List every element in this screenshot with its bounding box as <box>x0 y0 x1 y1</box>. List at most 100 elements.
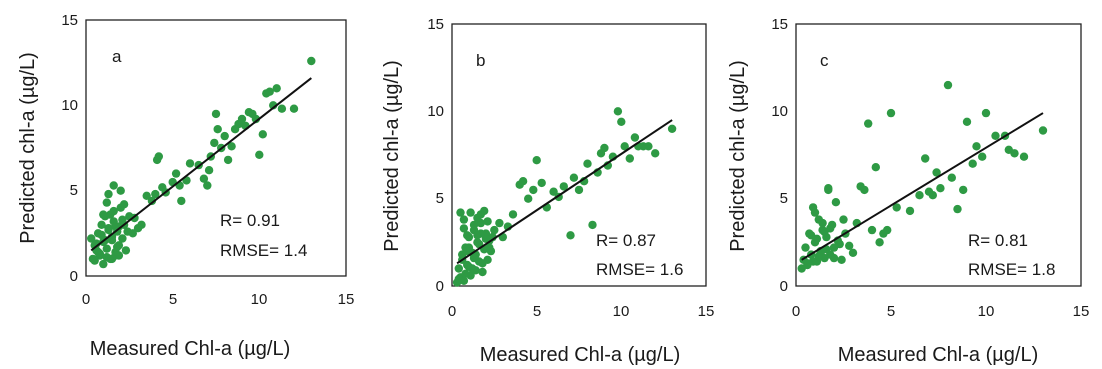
data-point <box>463 231 472 240</box>
data-point <box>137 220 146 229</box>
data-point <box>972 142 981 151</box>
rmse-value: RMSE= 1.6 <box>596 260 683 279</box>
data-point <box>480 206 489 216</box>
data-point <box>102 244 112 253</box>
data-point <box>171 169 181 178</box>
data-point <box>644 142 653 151</box>
data-point <box>574 185 584 195</box>
data-point <box>932 168 941 177</box>
data-point <box>978 152 987 161</box>
plot-area-frame <box>795 23 1082 287</box>
x-tick-label: 5 <box>887 303 895 320</box>
data-point <box>864 119 873 128</box>
x-tick-label: 15 <box>338 291 355 308</box>
x-tick-label: 0 <box>82 291 90 308</box>
y-tick-label: 10 <box>427 103 444 120</box>
data-point <box>490 225 499 235</box>
y-tick-label: 15 <box>61 12 78 29</box>
data-point <box>867 225 877 235</box>
data-point <box>508 210 518 219</box>
data-point <box>113 242 122 252</box>
data-point <box>227 142 236 151</box>
x-tick-label: 15 <box>698 303 715 320</box>
data-point <box>454 274 463 284</box>
y-axis-title: Predicted chl-a (µg/L) <box>17 52 39 244</box>
r-value: R= 0.87 <box>596 231 656 250</box>
data-point <box>199 174 209 183</box>
data-point <box>272 84 281 93</box>
data-point <box>968 159 977 168</box>
y-tick-label: 5 <box>436 190 444 207</box>
data-point <box>185 159 195 168</box>
data-point <box>569 173 579 182</box>
data-point <box>109 181 118 190</box>
y-tick-label: 15 <box>771 16 788 33</box>
data-point <box>816 248 825 257</box>
data-point <box>886 108 896 118</box>
data-point <box>928 191 937 200</box>
data-point <box>532 156 541 165</box>
data-point <box>875 238 884 247</box>
data-point <box>485 243 494 252</box>
data-point <box>959 185 968 195</box>
regression-line <box>801 112 1044 261</box>
data-point <box>495 218 504 228</box>
data-point <box>883 225 892 235</box>
data-point <box>824 184 833 193</box>
data-point <box>820 227 829 237</box>
data-point <box>667 124 677 133</box>
data-point <box>151 189 160 199</box>
x-tick-label: 10 <box>251 291 268 308</box>
panel-a: 15 10 5 0 0 5 10 15 a R= 0.91 RMSE= 1.4 … <box>17 12 354 360</box>
data-point <box>801 243 810 252</box>
data-point <box>454 264 463 273</box>
data-point <box>177 196 186 206</box>
data-point <box>456 208 465 217</box>
panel-letter: c <box>820 51 829 70</box>
y-axis-title: Predicted chl-a (µg/L) <box>727 60 749 252</box>
panel-letter: b <box>476 51 485 70</box>
r-value: R= 0.91 <box>220 211 280 230</box>
points-group <box>797 80 1048 273</box>
data-point <box>829 253 839 263</box>
data-point <box>549 187 558 196</box>
data-point <box>265 87 274 96</box>
data-point <box>921 154 930 163</box>
data-point <box>469 220 479 230</box>
regression-line <box>456 119 673 265</box>
data-point <box>223 155 233 165</box>
x-tick-label: 15 <box>1073 303 1090 320</box>
data-point <box>651 149 660 158</box>
r-value: R= 0.81 <box>968 231 1028 250</box>
data-point <box>617 117 626 127</box>
data-point <box>981 108 991 118</box>
data-point <box>119 200 129 209</box>
panel-c: 15 10 5 0 0 5 10 15 c R= 0.81 RMSE= 1.8 … <box>727 16 1089 366</box>
data-point <box>947 173 956 182</box>
x-tick-label: 0 <box>792 303 800 320</box>
data-point <box>566 231 575 240</box>
data-point <box>483 217 492 226</box>
data-point <box>466 208 475 217</box>
data-point <box>142 191 151 200</box>
y-axis-title: Predicted chl-a (µg/L) <box>381 60 403 252</box>
data-point <box>255 150 264 159</box>
data-point <box>210 138 219 148</box>
data-point <box>99 259 108 269</box>
data-point <box>583 159 592 168</box>
points-group <box>87 56 316 269</box>
x-tick-label: 10 <box>613 303 630 320</box>
regression-line <box>90 77 312 252</box>
data-point <box>818 218 827 228</box>
data-point <box>524 194 533 203</box>
y-tick-label: 15 <box>427 16 444 33</box>
data-point <box>154 152 163 161</box>
data-point <box>289 104 299 113</box>
data-point <box>123 227 132 236</box>
y-tick-label: 5 <box>780 190 788 207</box>
data-point <box>529 185 538 195</box>
data-point <box>478 267 487 277</box>
x-axis-title: Measured Chl-a (µg/L) <box>90 338 291 360</box>
y-tick-label: 10 <box>61 97 78 114</box>
x-tick-label: 10 <box>978 303 995 320</box>
